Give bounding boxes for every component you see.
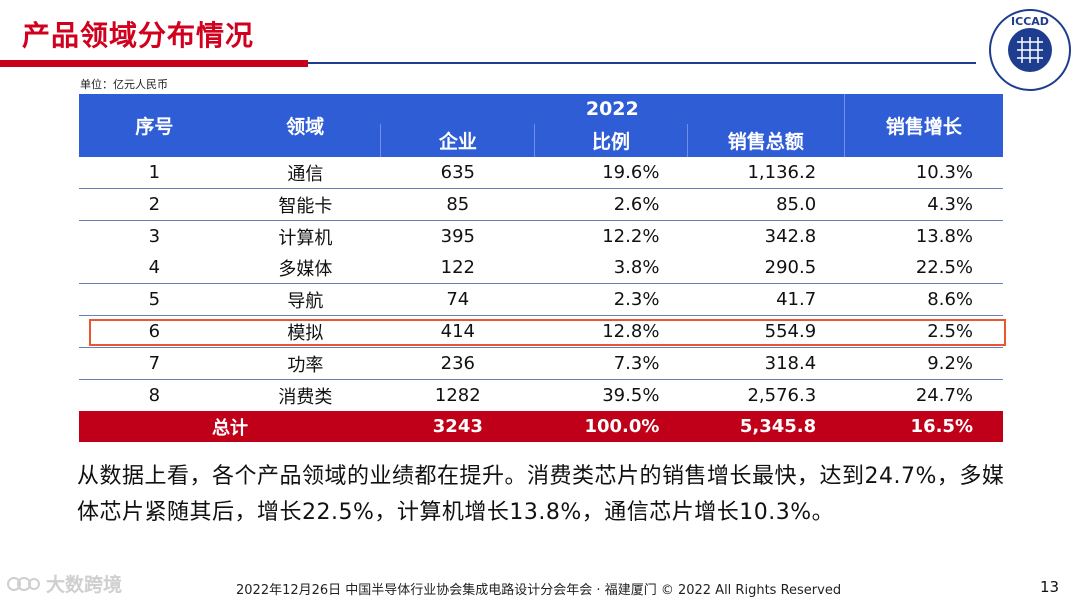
cell-seq: 5: [79, 283, 230, 316]
product-domain-table: 序号 领域 2022 销售增长 企业 比例 销售总额 1 通信 635 19.6…: [79, 94, 1003, 442]
summary-paragraph: 从数据上看，各个产品领域的业绩都在提升。消费类芯片的销售增长最快，达到24.7%…: [77, 464, 1005, 525]
watermark-text: 大数跨境: [46, 574, 123, 596]
cell-ratio: 2.3%: [534, 283, 688, 316]
cell-area: 模拟: [229, 315, 381, 348]
table-row: 2 智能卡 85 2.6% 85.0 4.3%: [79, 188, 1003, 221]
cell-sales: 1,136.2: [687, 157, 845, 189]
cell-sales: 41.7: [687, 283, 845, 316]
table-row: 1 通信 635 19.6% 1,136.2 10.3%: [79, 157, 1003, 189]
cell-ratio: 12.2%: [534, 220, 688, 252]
cell-enterprises: 395: [380, 220, 535, 252]
total-row: 总计 3243 100.0% 5,345.8 16.5%: [79, 411, 1003, 442]
cell-sales: 85.0: [687, 188, 845, 221]
cell-enterprises: 635: [380, 157, 535, 189]
cell-area: 智能卡: [229, 188, 381, 221]
cell-ratio: 19.6%: [534, 157, 688, 189]
cell-ratio: 39.5%: [534, 379, 688, 411]
cell-growth: 4.3%: [844, 188, 1003, 221]
header-seq: 序号: [79, 94, 230, 157]
page-number: 13: [1040, 578, 1060, 596]
cell-growth: 2.5%: [844, 315, 1003, 348]
cell-ratio: 3.8%: [534, 252, 688, 284]
slide-footer: 2022年12月26日 中国半导体行业协会集成电路设计分会年会 · 福建厦门 ©…: [236, 583, 842, 598]
cell-seq: 8: [79, 379, 230, 411]
cell-ratio: 12.8%: [534, 315, 688, 348]
cell-area: 功率: [229, 347, 381, 380]
watermark-logo-icon: [7, 576, 40, 591]
cell-enterprises: 236: [380, 347, 535, 380]
cell-seq: 3: [79, 220, 230, 252]
cell-enterprises: 74: [380, 283, 535, 316]
total-ratio: 100.0%: [534, 411, 688, 442]
slide-title: 产品领域分布情况: [22, 19, 255, 52]
table-row-highlighted: 6 模拟 414 12.8% 554.9 2.5%: [79, 315, 1003, 348]
cell-sales: 2,576.3: [687, 379, 845, 411]
cell-growth: 24.7%: [844, 379, 1003, 411]
cell-ratio: 7.3%: [534, 347, 688, 380]
table-row: 8 消费类 1282 39.5% 2,576.3 24.7%: [79, 379, 1003, 411]
total-growth: 16.5%: [844, 411, 1003, 442]
cell-enterprises: 414: [380, 315, 535, 348]
cell-growth: 9.2%: [844, 347, 1003, 380]
cell-seq: 4: [79, 252, 230, 284]
cell-area: 消费类: [229, 379, 381, 411]
cell-sales: 342.8: [687, 220, 845, 252]
cell-seq: 1: [79, 157, 230, 189]
cell-enterprises: 122: [380, 252, 535, 284]
table-row: 7 功率 236 7.3% 318.4 9.2%: [79, 347, 1003, 380]
cell-sales: 554.9: [687, 315, 845, 348]
total-enterprises: 3243: [380, 411, 535, 442]
header-area: 领域: [229, 94, 381, 157]
header-growth: 销售增长: [843, 94, 1003, 157]
header-ratio: 比例: [534, 124, 688, 157]
cell-enterprises: 1282: [380, 379, 535, 411]
cell-sales: 318.4: [687, 347, 845, 380]
total-sales: 5,345.8: [687, 411, 845, 442]
cell-growth: 13.8%: [844, 220, 1003, 252]
unit-label: 单位：亿元人民币: [80, 78, 168, 91]
iccad-logo-icon: ICCAD: [989, 9, 1071, 91]
cell-growth: 22.5%: [844, 252, 1003, 284]
cell-seq: 7: [79, 347, 230, 380]
watermark: 大数跨境: [6, 570, 122, 597]
cell-enterprises: 85: [380, 188, 535, 221]
cell-area: 通信: [229, 157, 381, 189]
table-row: 3 计算机 395 12.2% 342.8 13.8%: [79, 220, 1003, 252]
cell-seq: 2: [79, 188, 230, 221]
cell-area: 计算机: [229, 220, 381, 252]
header-enterprises: 企业: [380, 124, 535, 157]
cell-sales: 290.5: [687, 252, 845, 284]
cell-growth: 10.3%: [844, 157, 1003, 189]
cell-area: 导航: [229, 283, 381, 316]
cell-seq: 6: [79, 315, 230, 348]
header-sales: 销售总额: [686, 124, 845, 157]
cell-growth: 8.6%: [844, 283, 1003, 316]
title-underline-red: [0, 60, 308, 67]
logo-text: ICCAD: [1011, 15, 1049, 28]
title-underline-blue: [308, 62, 976, 64]
table-row: 4 多媒体 122 3.8% 290.5 22.5%: [79, 252, 1003, 284]
total-label: 总计: [79, 411, 381, 442]
cell-area: 多媒体: [229, 252, 381, 284]
cell-ratio: 2.6%: [534, 188, 688, 221]
table-row: 5 导航 74 2.3% 41.7 8.6%: [79, 283, 1003, 316]
header-year: 2022: [380, 94, 845, 124]
